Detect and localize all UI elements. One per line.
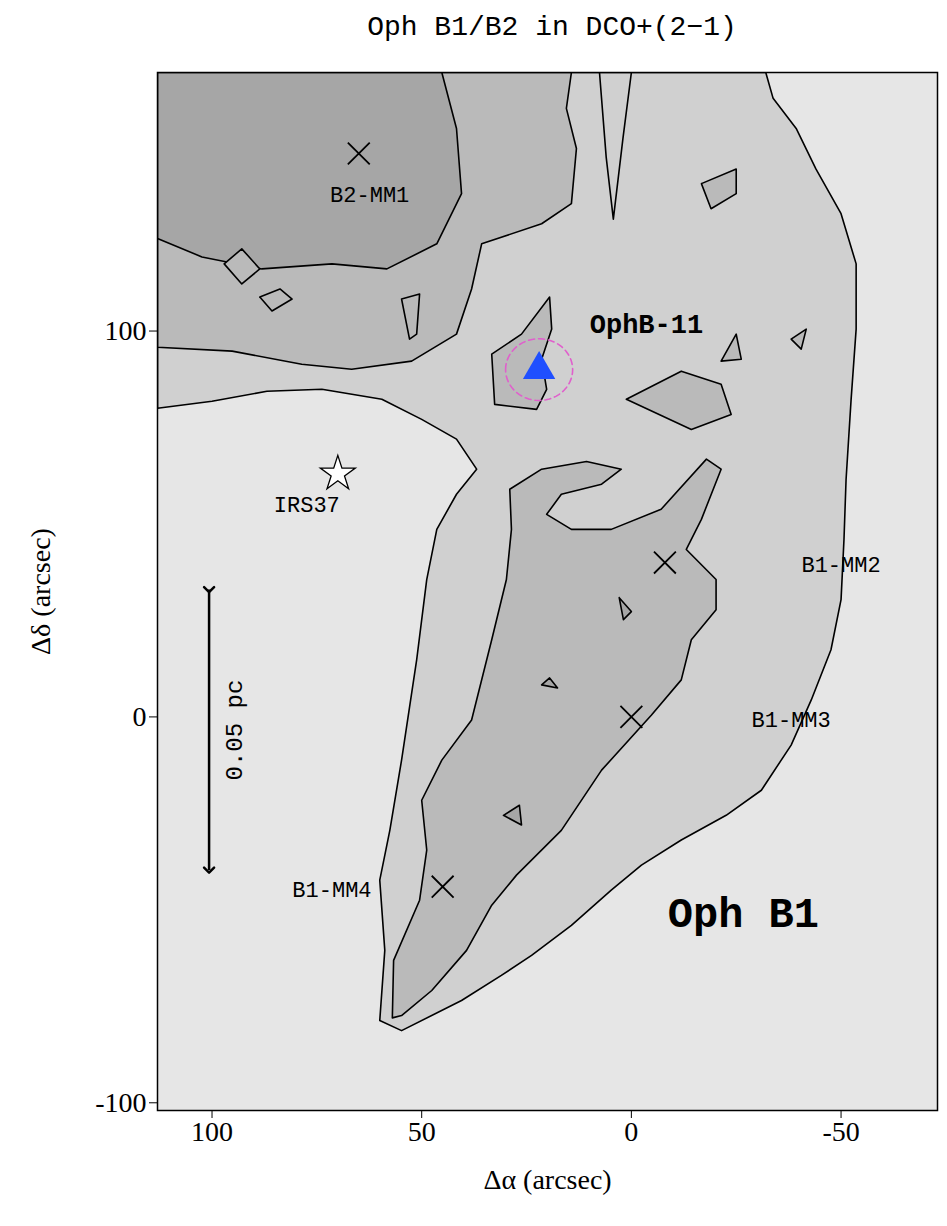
svg-text:OphB-11: OphB-11: [590, 311, 703, 341]
svg-text:0.05 pc: 0.05 pc: [222, 680, 249, 781]
svg-text:B1-MM3: B1-MM3: [752, 709, 831, 734]
svg-text:B1-MM4: B1-MM4: [292, 879, 371, 904]
svg-text:0: 0: [133, 701, 147, 732]
svg-text:Δα (arcsec): Δα (arcsec): [483, 1164, 611, 1195]
svg-text:-100: -100: [95, 1087, 146, 1118]
svg-text:100: 100: [191, 1116, 233, 1147]
svg-text:50: 50: [408, 1116, 436, 1147]
svg-text:Oph B1: Oph B1: [668, 892, 819, 940]
html-text:Oph B1/B2 in DCO+(2−1): Oph B1/B2 in DCO+(2−1): [367, 12, 737, 43]
svg-text:100: 100: [105, 315, 147, 346]
svg-text:B2-MM1: B2-MM1: [330, 184, 409, 209]
svg-text:Δδ (arcsec): Δδ (arcsec): [25, 528, 56, 655]
svg-text:-50: -50: [822, 1116, 859, 1147]
svg-text:B1-MM2: B1-MM2: [801, 554, 880, 579]
svg-text:0: 0: [624, 1116, 638, 1147]
svg-text:IRS37: IRS37: [274, 494, 340, 519]
